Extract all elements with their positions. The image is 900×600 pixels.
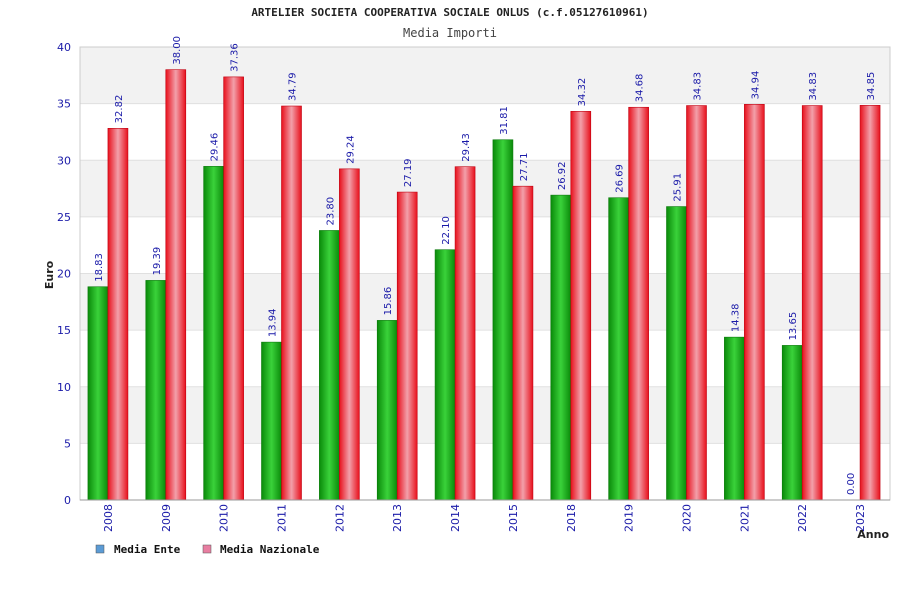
bar-media-ente-2018 xyxy=(550,194,572,501)
bar-media-nazionale-2021 xyxy=(744,104,765,501)
value-label: 34.79 xyxy=(288,72,299,101)
legend-label-media-nazionale: Media Nazionale xyxy=(220,543,320,556)
value-label: 15.86 xyxy=(383,287,394,316)
bar-media-ente-2015 xyxy=(492,139,514,501)
grid-bands xyxy=(80,47,890,444)
legend-label-media-ente: Media Ente xyxy=(114,543,181,556)
value-label: 23.80 xyxy=(325,197,336,226)
value-label: 37.36 xyxy=(230,43,241,72)
grid-band xyxy=(80,47,890,104)
value-label: 27.19 xyxy=(403,158,414,187)
x-tick-label: 2009 xyxy=(160,504,173,532)
y-tick-label: 10 xyxy=(57,381,71,394)
grid-band xyxy=(80,160,890,217)
bar-media-ente-2011 xyxy=(261,341,282,501)
bar-media-nazionale-2015 xyxy=(512,185,534,501)
chart-subtitle: Media Importi xyxy=(403,26,497,40)
value-label: 0.00 xyxy=(846,473,857,495)
value-label: 38.00 xyxy=(172,36,183,65)
y-tick-label: 20 xyxy=(57,268,71,281)
value-label: 25.91 xyxy=(673,173,684,202)
x-tick-label: 2023 xyxy=(854,504,867,532)
value-label: 34.83 xyxy=(808,72,819,101)
value-label: 31.81 xyxy=(499,106,510,135)
value-label: 26.69 xyxy=(615,164,626,193)
bar-media-nazionale-2019 xyxy=(628,106,649,501)
value-label: 34.94 xyxy=(750,71,761,100)
bar-media-nazionale-2010 xyxy=(223,76,244,501)
value-label: 14.38 xyxy=(730,304,741,333)
bar-media-nazionale-2011 xyxy=(281,105,302,501)
value-label: 27.71 xyxy=(519,153,530,182)
value-label: 18.83 xyxy=(94,253,105,282)
bars xyxy=(87,69,881,501)
x-axis-label: Anno xyxy=(857,528,889,541)
bar-media-ente-2008 xyxy=(87,286,109,501)
y-tick-label: 0 xyxy=(64,494,71,507)
grid-band xyxy=(80,386,890,444)
value-label: 32.82 xyxy=(114,95,125,124)
x-tick-label: 2012 xyxy=(333,504,346,532)
bar-media-nazionale-2009 xyxy=(165,69,187,501)
bar-media-nazionale-2022 xyxy=(801,105,823,501)
bar-media-ente-2009 xyxy=(145,280,167,501)
bar-media-nazionale-2018 xyxy=(570,111,592,501)
bar-media-nazionale-2013 xyxy=(396,191,418,501)
value-label: 34.83 xyxy=(693,72,704,101)
bar-media-ente-2021 xyxy=(724,336,745,501)
value-label: 13.65 xyxy=(788,312,799,341)
x-tick-label: 2015 xyxy=(507,504,520,532)
bar-media-nazionale-2008 xyxy=(107,128,129,501)
value-label: 22.10 xyxy=(441,216,452,245)
y-tick-label: 30 xyxy=(57,154,71,167)
value-label: 34.32 xyxy=(577,78,588,107)
legend: Media Ente Media Nazionale xyxy=(95,543,320,556)
chart-title: ARTELIER SOCIETA COOPERATIVA SOCIALE ONL… xyxy=(251,6,648,19)
bar-media-ente-2019 xyxy=(608,197,629,501)
y-tick-label: 15 xyxy=(57,324,71,337)
x-tick-label: 2020 xyxy=(681,504,694,532)
x-tick-label: 2008 xyxy=(102,504,115,532)
legend-swatch-media-ente xyxy=(95,544,105,554)
bar-media-nazionale-2023 xyxy=(859,105,881,501)
value-label: 29.24 xyxy=(345,135,356,164)
y-tick-labels: 0 5 10 15 20 25 30 35 40 xyxy=(57,41,71,507)
x-tick-label: 2013 xyxy=(391,504,404,532)
x-tick-labels: 2008 2009 2010 2011 2012 2013 2014 2015 2018 2019… xyxy=(102,504,867,532)
y-tick-label: 25 xyxy=(57,211,71,224)
x-tick-label: 2019 xyxy=(623,504,636,532)
bar-media-ente-2020 xyxy=(666,206,687,501)
x-tick-label: 2010 xyxy=(218,504,231,532)
bar-media-ente-2022 xyxy=(781,345,803,501)
value-label: 19.39 xyxy=(152,247,163,276)
legend-swatch-media-nazionale xyxy=(202,544,212,554)
bar-media-nazionale-2012 xyxy=(339,168,360,501)
y-tick-label: 35 xyxy=(57,98,71,111)
bar-media-nazionale-2020 xyxy=(686,105,707,501)
value-label: 29.43 xyxy=(461,133,472,162)
bar-media-ente-2010 xyxy=(203,166,224,501)
value-label: 34.85 xyxy=(866,72,877,101)
value-label: 34.68 xyxy=(635,74,646,103)
bar-media-ente-2013 xyxy=(376,320,398,501)
value-label: 26.92 xyxy=(557,161,568,190)
x-tick-label: 2014 xyxy=(449,504,462,532)
y-tick-label: 40 xyxy=(57,41,71,54)
x-tick-label: 2022 xyxy=(796,504,809,532)
bar-media-ente-2012 xyxy=(319,230,340,501)
y-tick-label: 5 xyxy=(64,437,71,450)
x-tick-label: 2021 xyxy=(738,504,751,532)
bar-media-nazionale-2014 xyxy=(454,166,476,501)
x-tick-label: 2011 xyxy=(276,504,289,532)
value-labels: 18.83 32.82 19.39 38.00 29.46 37.36 13.94 34.79… xyxy=(94,36,877,495)
value-label: 13.94 xyxy=(268,308,279,337)
y-axis-label: Euro xyxy=(43,260,56,289)
grid-band xyxy=(80,273,890,331)
value-label: 29.46 xyxy=(210,133,221,162)
bar-media-ente-2014 xyxy=(434,249,456,501)
x-tick-label: 2018 xyxy=(565,504,578,532)
